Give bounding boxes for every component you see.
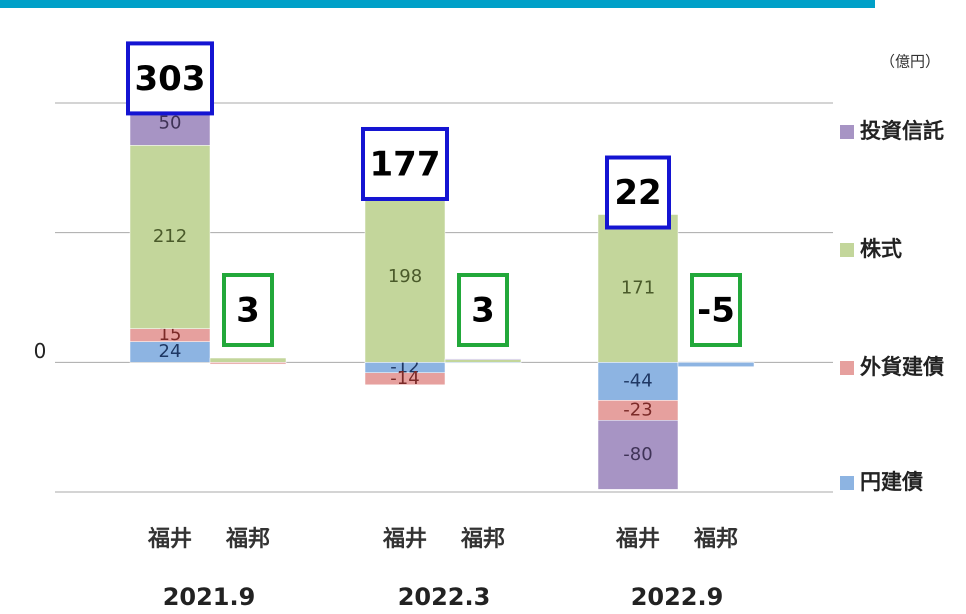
bar-segment	[209, 357, 287, 363]
data-label: 24	[159, 341, 182, 362]
total-label: 3	[471, 291, 495, 331]
x-tick-label: 福井	[147, 527, 192, 552]
x-tick-label: 福邦	[693, 527, 738, 552]
group-label: 2022.3	[398, 583, 491, 611]
group-label: 2022.9	[631, 583, 724, 611]
legend-label: 株式	[860, 237, 902, 261]
bar-segment	[364, 190, 446, 363]
bar-segment	[677, 362, 755, 367]
data-label: 198	[388, 266, 422, 287]
bar-segment	[597, 362, 679, 401]
data-label: 15	[159, 324, 182, 345]
data-label: -80	[623, 444, 652, 465]
bar-segment	[444, 359, 522, 363]
total-box	[690, 273, 742, 347]
header-bar	[0, 0, 875, 8]
total-label: 3	[236, 291, 260, 331]
bar-segment	[129, 145, 211, 329]
data-label: 50	[159, 113, 182, 134]
bar-segment	[444, 358, 522, 360]
total-box	[126, 41, 214, 116]
total-label: -5	[697, 291, 735, 331]
total-label: 177	[370, 144, 441, 184]
group-label: 2021.9	[163, 583, 256, 611]
x-tick-label: 福邦	[460, 527, 505, 552]
y-tick-label: 0	[34, 339, 47, 363]
x-tick-label: 福井	[615, 527, 660, 552]
x-tick-label: 福井	[382, 527, 427, 552]
legend-swatch	[840, 361, 854, 375]
data-label: 171	[621, 277, 655, 298]
total-box	[222, 273, 274, 347]
total-label: 22	[614, 173, 661, 213]
unit-label: （億円）	[880, 53, 940, 71]
legend-swatch	[840, 476, 854, 490]
total-box	[605, 155, 671, 230]
legend-label: 円建債	[860, 470, 923, 494]
data-label: -44	[623, 370, 652, 391]
bar-segment	[597, 420, 679, 490]
legend-swatch	[840, 125, 854, 139]
total-box	[361, 126, 449, 201]
legend-swatch	[840, 243, 854, 257]
total-label: 303	[135, 59, 206, 99]
x-tick-label: 福邦	[225, 527, 270, 552]
bar-segment	[597, 214, 679, 363]
legend-label: 外貨建債	[860, 355, 944, 379]
total-box	[457, 273, 509, 347]
bar-segment	[364, 372, 446, 386]
data-label: 212	[153, 226, 187, 247]
bar-segment	[209, 362, 287, 365]
legend-label: 投資信託	[860, 119, 944, 143]
data-label: -14	[390, 368, 419, 389]
data-label: -23	[623, 399, 652, 420]
